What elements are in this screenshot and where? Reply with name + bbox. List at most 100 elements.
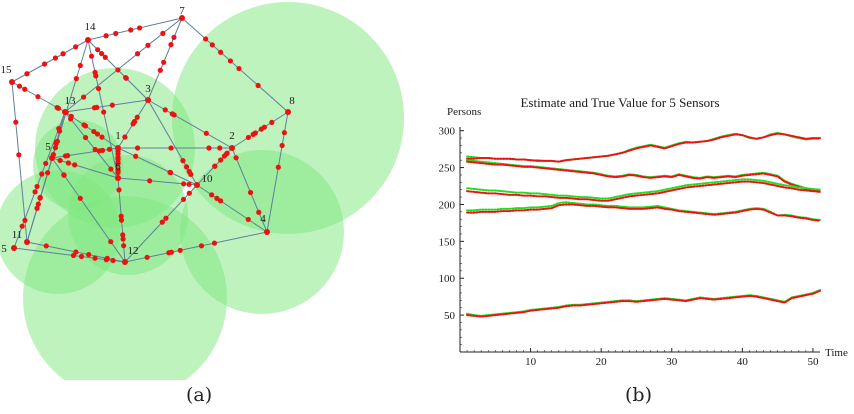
edge-sample-dot	[86, 251, 92, 258]
edge-sample-dot	[157, 67, 163, 73]
network-edge	[64, 111, 119, 149]
edge-sample-dot	[22, 86, 28, 92]
network-edge	[11, 81, 28, 243]
node-label-11: 11	[12, 229, 23, 241]
edge-sample-dot	[269, 119, 275, 125]
edge-sample-dot	[41, 61, 48, 67]
edge-sample-dots	[9, 15, 291, 265]
edge-sample-dot	[82, 134, 89, 141]
edge-sample-dot	[115, 156, 121, 162]
edge-sample-dot	[45, 170, 51, 176]
edge-sample-dot	[120, 232, 126, 238]
edge-sample-dot	[218, 157, 224, 163]
network-edge	[87, 39, 119, 179]
edge-sample-dot	[88, 53, 95, 59]
edge-sample-dot	[16, 83, 23, 89]
x-tick-label: 10	[525, 356, 537, 368]
edge-sample-dot	[214, 195, 220, 201]
node-label-15: 15	[1, 64, 13, 76]
edge-sample-dot	[73, 44, 79, 50]
edge-sample-dot	[203, 130, 209, 136]
edge-sample-dot	[206, 145, 212, 151]
node-label-8: 8	[289, 95, 295, 107]
edge-sample-dot	[106, 146, 113, 152]
edge-sample-dot	[233, 155, 239, 161]
edge-sample-dot	[186, 190, 192, 196]
series-4-true-line	[466, 203, 821, 222]
edge-sample-dot	[56, 125, 62, 132]
edge-sample-dot	[261, 124, 268, 130]
caption-a: (a)	[186, 384, 213, 406]
edge-sample-dot	[99, 134, 105, 140]
edge-sample-dot	[227, 58, 233, 64]
edge-sample-dot	[103, 257, 109, 263]
edge-sample-dot	[279, 142, 285, 149]
sensor-node	[285, 109, 291, 115]
edge-sample-dot	[168, 145, 174, 151]
edge-sample-dot	[78, 253, 85, 260]
edge-sample-dot	[35, 94, 41, 100]
sensor-node	[85, 37, 91, 43]
edge-sample-dot	[131, 119, 137, 125]
edge-sample-dot	[109, 102, 115, 108]
y-tick-label: 250	[439, 163, 456, 175]
edge-sample-dot	[82, 123, 89, 129]
edge-sample-dot	[95, 47, 101, 53]
edge-sample-dot	[123, 75, 129, 81]
edge-sample-dot	[209, 192, 215, 198]
edge-sample-dot	[162, 107, 168, 113]
sensor-node	[62, 109, 68, 115]
edge-sample-dot	[115, 67, 121, 73]
sensor-node	[11, 245, 17, 251]
network-edge	[64, 99, 149, 113]
edge-sample-dot	[108, 166, 114, 172]
x-axis-label: Time	[825, 347, 848, 359]
edge-sample-dot	[128, 27, 134, 33]
edge-sample-dot	[168, 42, 174, 48]
edge-sample-dot	[186, 181, 192, 187]
edge-sample-dot	[52, 145, 59, 151]
edge-sample-dot	[211, 240, 218, 246]
edge-sample-dot	[54, 138, 60, 144]
edge-sample-dot	[209, 42, 215, 48]
chart-title: Estimate and True Value for 5 Sensors	[520, 95, 719, 110]
edge-sample-dot	[67, 116, 74, 122]
edge-sample-dot	[16, 152, 22, 158]
edge-sample-dot	[145, 42, 151, 48]
edge-sample-dot	[203, 36, 209, 42]
edge-sample-dot	[77, 62, 83, 69]
node-label-6: 6	[115, 161, 121, 173]
edge-sample-dot	[144, 254, 150, 260]
edge-sample-dot	[122, 134, 128, 140]
edge-sample-dot	[19, 223, 25, 229]
edge-sample-dot	[39, 171, 45, 177]
edge-sample-dot	[134, 114, 140, 120]
edge-sample-dot	[181, 181, 187, 187]
edge-sample-dot	[281, 130, 287, 136]
sensor-node	[122, 259, 128, 265]
edge-sample-dot	[113, 30, 119, 37]
edge-sample-dot	[92, 146, 98, 153]
edge-sample-dot	[13, 119, 19, 125]
x-tick-label: 50	[807, 356, 819, 368]
node-label-10: 10	[202, 173, 214, 185]
edge-sample-dot	[61, 172, 67, 178]
edge-sample-dot	[180, 196, 187, 203]
node-label-5: 5	[1, 243, 7, 255]
edge-sample-dot	[34, 205, 40, 211]
edge-sample-dot	[217, 198, 224, 204]
node-label-4: 4	[260, 213, 266, 225]
node-label-3: 3	[145, 83, 151, 95]
edge-sample-dot	[98, 50, 105, 57]
node-label-13: 13	[65, 95, 77, 107]
edge-sample-dot	[180, 158, 186, 164]
edge-sample-dot	[110, 257, 116, 264]
edge-sample-dot	[99, 147, 106, 153]
sensor-node	[264, 229, 270, 235]
edge-sample-dot	[34, 183, 40, 190]
network-edge	[196, 184, 268, 233]
series-2-estimate-line	[466, 159, 821, 192]
edge-sample-dot	[198, 243, 205, 249]
edge-sample-dot	[116, 187, 122, 193]
coverage-circles	[0, 2, 404, 380]
